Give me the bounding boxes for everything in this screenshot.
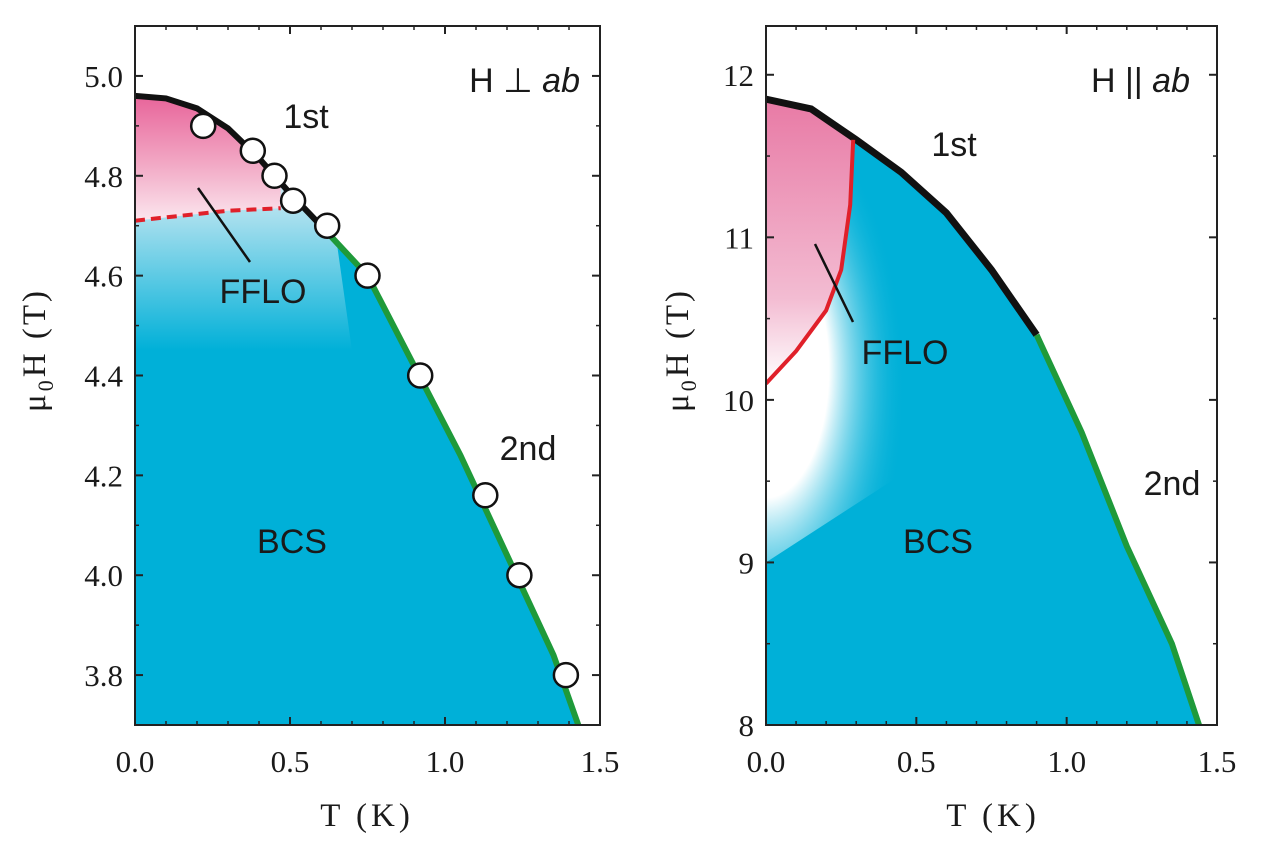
y-tick-label: 11 [724,220,754,255]
y-tick-label: 4.4 [84,359,123,394]
right-axis-ticks [765,26,1218,726]
right-annotation-1st: 1st [931,126,977,164]
x-tick-label: 1.0 [426,744,465,779]
right-annotation-bcs: BCS [903,523,973,561]
right-fflo-pointer [813,243,855,323]
x-tick-label: 0.0 [116,744,155,779]
y-tick-label: 4.6 [84,259,123,294]
right-panel: 0.0 0.5 1.0 1.5 8 9 10 11 12 H || ab 1st 2nd FF… [660,25,1237,834]
data-point [506,561,533,589]
right-y-tick-labels: 8 9 10 11 12 [723,58,754,743]
data-point [354,262,381,289]
y-tick-label: 4.0 [84,558,123,593]
right-annotation-2nd: 2nd [1144,465,1201,503]
left-high-field-region [135,95,281,221]
data-point [279,187,307,214]
data-point [406,362,434,389]
data-point [239,137,267,165]
right-x-tick-labels: 0.0 0.5 1.0 1.5 [747,744,1237,779]
left-x-axis-label: T (K) [320,798,414,834]
left-y-axis-label: μ0H (T) [17,288,58,412]
x-tick-label: 1.0 [1047,744,1086,779]
right-panel-title: H || ab [1091,62,1190,100]
left-annotation-1st: 1st [283,98,329,136]
y-tick-label: 12 [723,58,754,93]
left-annotation-bcs: BCS [257,523,327,561]
right-plot-frame [765,25,1218,726]
left-axis-ticks [134,26,601,725]
data-point [189,112,217,140]
x-tick-label: 0.5 [271,744,310,779]
data-point [261,162,288,190]
x-tick-label: 1.5 [1198,744,1237,779]
right-x-axis-label: T (K) [946,798,1040,834]
y-tick-label: 8 [739,708,755,743]
left-fflo-pointer [196,187,252,263]
data-point [472,482,499,509]
data-point [313,212,341,239]
left-annotation-fflo: FFLO [220,273,307,311]
y-tick-label: 4.2 [84,458,123,493]
y-tick-label: 4.8 [84,159,123,194]
y-tick-label: 3.8 [84,658,123,693]
right-annotation-fflo: FFLO [862,334,949,372]
y-tick-label: 5.0 [84,59,123,94]
left-fflo-dashed-line [135,206,281,223]
y-tick-label: 9 [739,545,755,580]
left-panel-title: H ⊥ ab [469,62,580,100]
left-data-points [189,112,580,689]
left-panel: 0.0 0.5 1.0 1.5 3.8 4.0 4.2 4.4 4.6 4.8 5.0 H ⊥ a… [17,25,620,834]
y-tick-label: 10 [723,383,754,418]
right-first-order-line [766,95,1040,337]
right-fflo-region [766,99,854,384]
x-tick-label: 0.5 [897,744,936,779]
data-point [552,661,580,689]
right-y-axis-label: μ0H (T) [660,288,701,412]
x-tick-label: 0.0 [747,744,786,779]
left-y-tick-labels: 3.8 4.0 4.2 4.4 4.6 4.8 5.0 [84,59,123,693]
right-fflo-line [766,139,856,385]
left-annotation-2nd: 2nd [500,430,557,468]
left-x-tick-labels: 0.0 0.5 1.0 1.5 [116,744,620,779]
right-second-order-line [1033,333,1202,725]
x-tick-label: 1.5 [581,744,620,779]
